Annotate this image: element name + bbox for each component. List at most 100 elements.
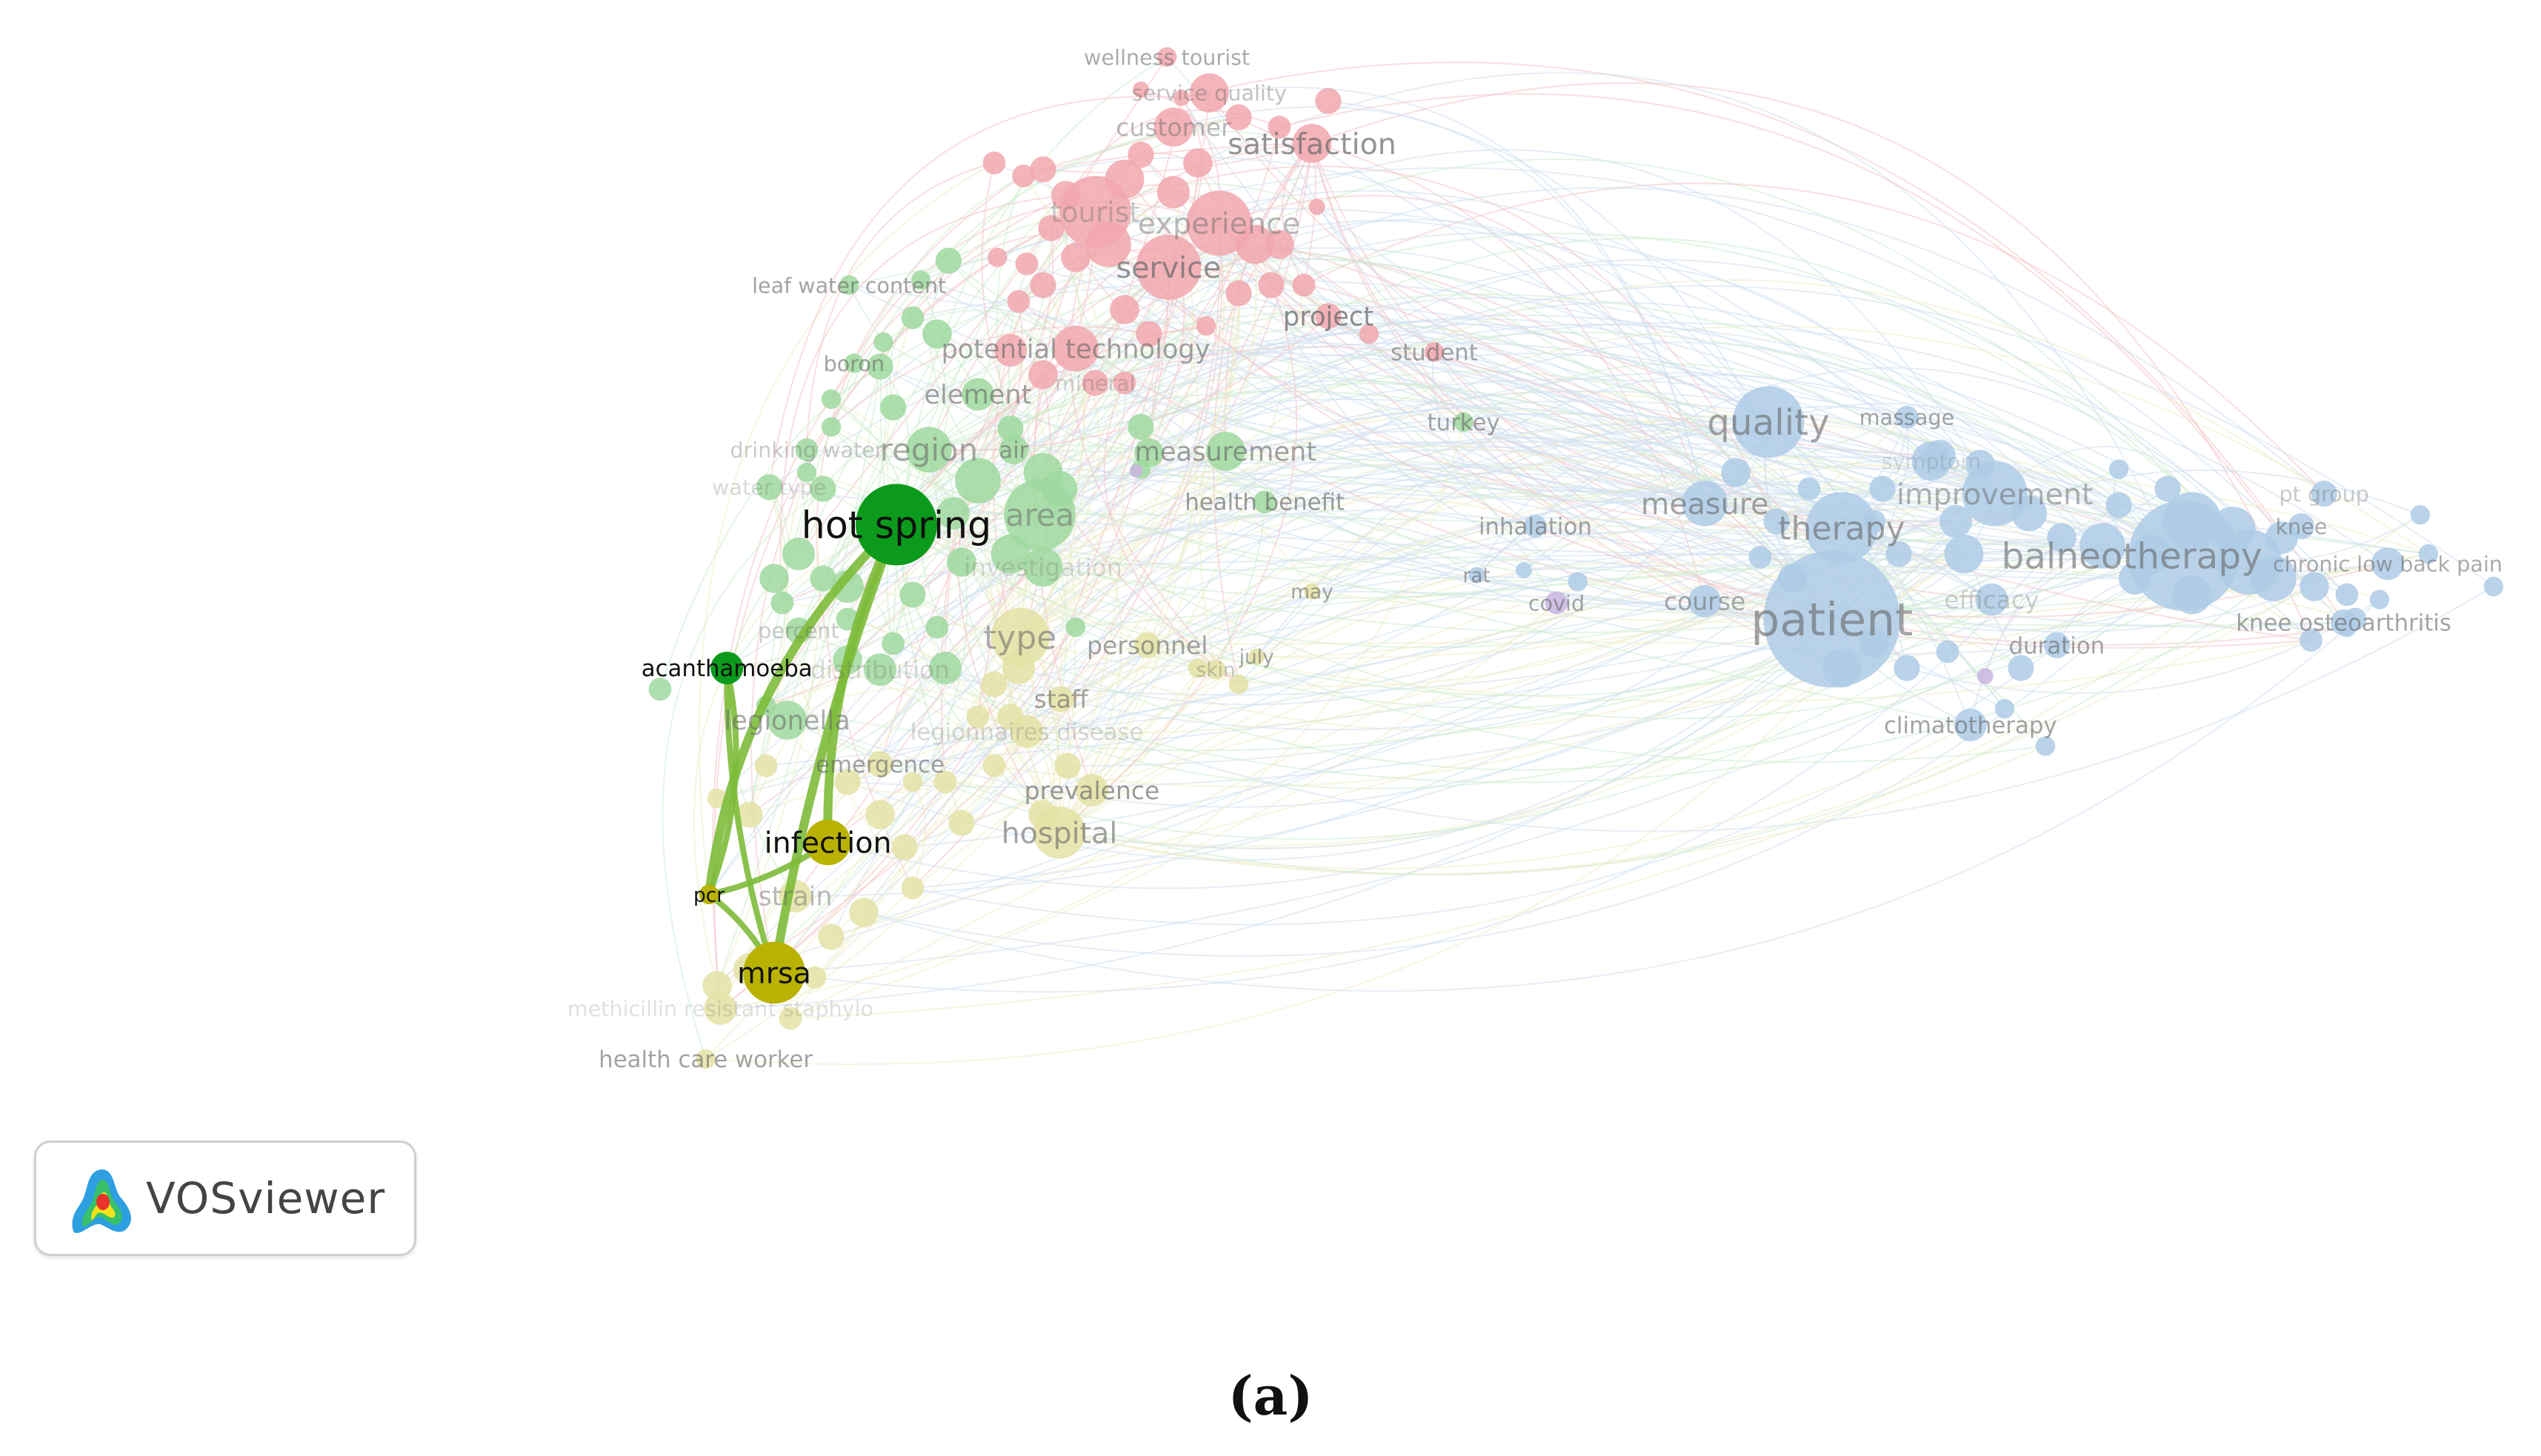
background-term-node [1748,546,1772,569]
link [1303,182,2325,495]
background-term-node [948,809,975,836]
link [1059,724,1971,869]
term-label-experience: experience [1138,207,1300,241]
term-node-potential-technology[interactable] [1053,326,1099,372]
link [1219,149,1996,495]
term-node-duration[interactable] [2043,632,2070,658]
link [1476,450,1736,576]
link [719,445,1777,1009]
term-node-hot-spring[interactable] [856,484,937,566]
term-node-covid[interactable] [1545,591,1568,615]
term-label-measurement: measurement [1135,437,1317,467]
term-node-prevalence[interactable] [1076,774,1108,807]
link [893,586,2494,832]
term-node-leaf-water-content[interactable] [839,275,859,295]
term-node-quality[interactable] [1732,386,1805,458]
term-node-measure[interactable] [1682,481,1728,527]
term-node-knee[interactable] [2288,513,2314,540]
term-node-pt-group[interactable] [2311,481,2337,507]
term-node-staff[interactable] [1048,686,1074,712]
term-node-inhalation[interactable] [1524,515,1547,538]
link [912,555,2185,771]
term-node-air[interactable] [999,435,1029,464]
term-node-massage[interactable] [1895,405,1919,429]
term-node-knee-osteoarthritis[interactable] [2331,609,2357,636]
term-node-service[interactable] [1136,234,1202,300]
term-node-therapy[interactable] [1805,492,1878,564]
term-node-drinking-water[interactable] [795,438,819,461]
term-node-experience[interactable] [1186,190,1252,256]
term-node-may[interactable] [1304,583,1320,600]
term-node-turkey[interactable] [1453,412,1473,432]
link [693,524,897,986]
background-term-node [1038,215,1065,241]
background-term-node [707,788,727,809]
term-node-project[interactable] [1315,303,1342,330]
term-node-hospital[interactable] [1033,807,1086,859]
term-node-boron[interactable] [844,353,865,373]
link [863,598,2380,992]
background-term-node [1268,116,1291,139]
link [977,480,1971,726]
term-node-efficacy[interactable] [1975,583,2008,616]
link [1556,578,1794,605]
term-node-measurement[interactable] [1206,432,1245,471]
term-node-emergence[interactable] [867,751,893,778]
term-label-potential-technology: potential technology [941,334,1210,364]
term-node-acanthamoeba[interactable] [710,652,744,684]
link [1311,143,1875,644]
term-node-infection[interactable] [805,819,851,866]
term-node-symptom[interactable] [1911,441,1951,481]
background-term-node [2251,555,2297,601]
term-node-customer[interactable] [1153,107,1193,147]
term-label-element: element [924,380,1031,410]
term-node-layer [696,47,2404,1069]
term-node-july[interactable] [1248,648,1265,665]
term-node-mrsa[interactable] [743,941,805,1004]
background-term-node [1128,141,1154,168]
term-label-pcr: pcr [693,884,725,906]
term-node-type[interactable] [990,607,1050,667]
term-node-skin[interactable] [1206,660,1226,680]
term-node-improvement[interactable] [1962,461,2028,527]
term-label-type: type [984,619,1056,657]
term-node-satisfaction[interactable] [1292,124,1332,164]
term-label-legionnaires-disease: legionnaires disease [910,719,1144,746]
term-node-balneotherapy[interactable] [2128,500,2239,611]
term-node-methicillin[interactable] [704,992,737,1025]
term-node-health-benefit[interactable] [1253,490,1276,513]
background-term-node [994,334,1027,367]
term-label-percent: percent [758,618,839,644]
term-node-patient[interactable] [1763,550,1901,688]
term-node-legionnaires-disease[interactable] [1010,715,1043,748]
term-node-health-care-worker[interactable] [696,1049,716,1069]
term-node-climatotherapy[interactable] [1954,709,1987,741]
term-node-legionella[interactable] [767,701,807,740]
term-node-element[interactable] [962,378,994,411]
term-node-tourist[interactable] [1059,176,1131,248]
term-node-region[interactable] [906,427,952,472]
term-node-chronic-low-back-pain[interactable] [2371,547,2404,581]
term-node-student[interactable] [1424,342,1445,362]
term-node-personnel[interactable] [1134,632,1161,658]
term-node-water-type[interactable] [756,474,782,501]
term-node-wellness-tourist[interactable] [1157,47,1177,67]
term-node-area[interactable] [1004,478,1076,551]
background-term-node [867,353,893,380]
term-node-investigation[interactable] [1023,547,1063,587]
link [1704,503,2315,633]
link [977,227,1054,481]
term-node-rat[interactable] [1468,567,1485,584]
term-node-course[interactable] [1688,584,1722,618]
term-node-pcr[interactable] [699,884,719,905]
background-term-node [759,564,789,593]
link [912,781,926,889]
background-term-node [2335,583,2359,607]
background-term-node [966,705,990,729]
background-term-node [922,319,952,349]
term-node-distribution[interactable] [864,653,896,687]
term-node-mineral[interactable] [1082,370,1108,396]
link [1254,244,1465,423]
background-term-node [2418,544,2439,564]
term-node-service-quality[interactable] [1190,73,1229,113]
